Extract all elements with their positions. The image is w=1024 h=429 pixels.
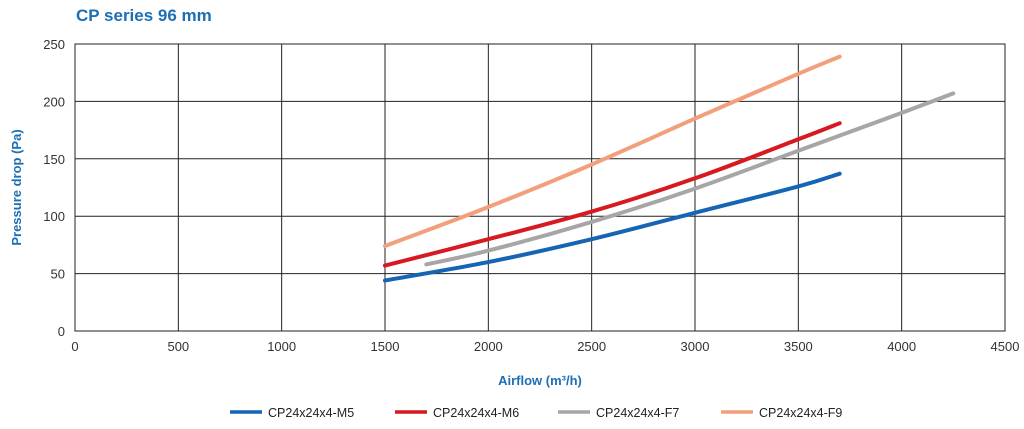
y-tick-label: 50 [51,267,65,282]
y-tick-label: 200 [43,94,65,109]
x-tick-label: 0 [71,339,78,354]
y-axis-title: Pressure drop (Pa) [9,129,24,245]
x-tick-label: 3000 [681,339,710,354]
legend-label: CP24x24x4-M5 [268,406,354,420]
chart-title: CP series 96 mm [76,6,212,25]
legend-label: CP24x24x4-M6 [433,406,519,420]
x-tick-label: 2000 [474,339,503,354]
y-tick-label: 250 [43,37,65,52]
x-tick-label: 1000 [267,339,296,354]
x-tick-label: 2500 [577,339,606,354]
y-tick-label: 150 [43,152,65,167]
series-line-cp24x24x4-f9 [383,54,842,248]
y-tick-label: 0 [58,324,65,339]
x-tick-label: 3500 [784,339,813,354]
x-axis-title: Airflow (m³/h) [498,373,582,388]
plot-frame [74,43,1006,332]
series-line-cp24x24x4-f7 [424,91,956,267]
series-line-cp24x24x4-m5 [383,171,842,283]
x-tick-label: 4000 [887,339,916,354]
legend-label: CP24x24x4-F9 [759,406,842,420]
legend-label: CP24x24x4-F7 [596,406,679,420]
series-line-cp24x24x4-m6 [383,121,842,268]
x-tick-label: 1500 [371,339,400,354]
x-tick-label: 500 [167,339,189,354]
x-tick-label: 4500 [991,339,1020,354]
y-tick-label: 100 [43,209,65,224]
